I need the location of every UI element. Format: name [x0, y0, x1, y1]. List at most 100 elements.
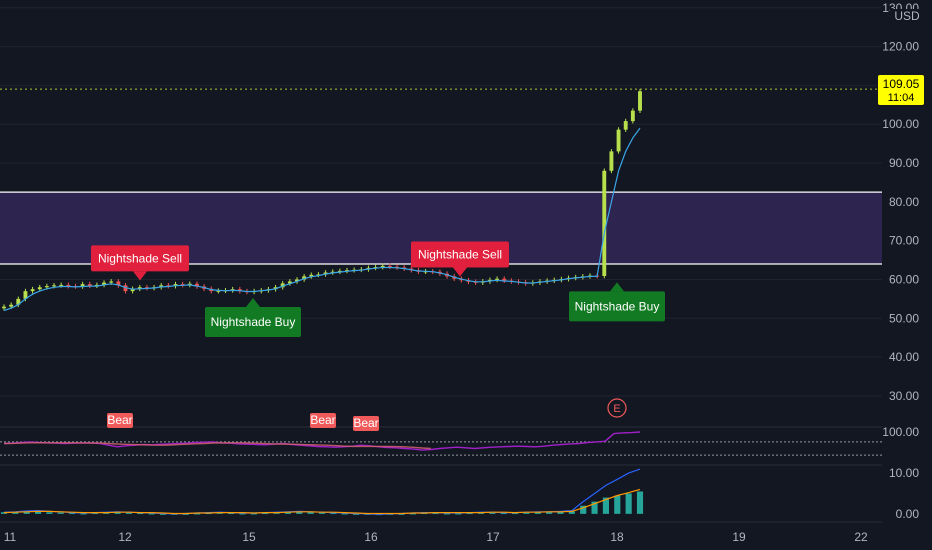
macd-signal-line [3, 488, 641, 515]
bear-marker[interactable]: Bear [107, 413, 133, 428]
earnings-circle-icon[interactable] [607, 398, 627, 418]
histogram-bar [250, 513, 257, 515]
candle-body [495, 278, 500, 280]
histogram-bar [0, 512, 8, 514]
candle-body [130, 288, 135, 292]
histogram-bar [500, 513, 507, 515]
earnings-label: E [613, 403, 620, 415]
candle-body [295, 279, 299, 282]
histogram-bar [57, 512, 64, 514]
histogram-bar [216, 512, 223, 514]
bear-marker[interactable]: Bear [353, 416, 379, 431]
histogram-bar [432, 513, 439, 515]
signal-label: Nightshade Sell [98, 251, 182, 265]
histogram-bar [353, 513, 360, 515]
histogram-bar [477, 512, 485, 514]
histogram-bar [80, 513, 87, 515]
candle-body [166, 285, 171, 287]
candle-body [230, 289, 235, 291]
time-axis-ticks: 11 12 15 16 17 18 19 22 [4, 530, 868, 544]
candle-body [9, 304, 14, 307]
time-tick-label: 18 [610, 530, 624, 544]
bear-marker[interactable]: Bear [310, 413, 336, 428]
last-price-badge: 109.05 11:04 [878, 75, 924, 105]
histogram-bar [91, 513, 98, 515]
histogram-bar [307, 512, 314, 514]
histogram-bar [614, 495, 621, 514]
signal-arrow-icon [246, 297, 260, 307]
rsi-axis-ticks: 100.00 [882, 425, 919, 439]
histogram-bar [557, 511, 564, 514]
histogram-bar [35, 511, 42, 514]
candle-body [116, 281, 121, 286]
candle-body [380, 265, 385, 268]
time-axis[interactable]: 11 12 15 16 17 18 19 22 [0, 521, 882, 544]
histogram-bar [125, 512, 132, 514]
time-tick-label: 17 [486, 530, 500, 544]
histogram-bar [625, 493, 632, 514]
signal-sell[interactable]: Nightshade Sell [411, 241, 509, 277]
signal-sell[interactable]: Nightshade Sell [91, 245, 189, 281]
candle-body [280, 283, 285, 288]
price-tick-label: 50.00 [889, 311, 919, 325]
candle-body [395, 266, 399, 268]
candle-body [345, 270, 349, 272]
histogram-bar [318, 512, 326, 514]
rsi-tick-label: 100.00 [882, 425, 919, 439]
histogram-bar [284, 512, 291, 514]
candle-body [630, 110, 635, 122]
time-tick-label: 22 [854, 530, 868, 544]
histogram-bar [489, 512, 496, 514]
histogram-bar [69, 513, 76, 515]
price-tick-label: 70.00 [889, 234, 919, 248]
bear-badge [353, 416, 379, 431]
signal-box [91, 245, 189, 272]
price-tick-label: 40.00 [889, 350, 919, 364]
price-tick-label: 120.00 [882, 40, 919, 54]
candle-body [195, 283, 199, 287]
candle-body [87, 284, 92, 286]
histogram-bar [103, 512, 110, 514]
histogram-bar [398, 513, 405, 515]
signal-buy[interactable]: Nightshade Buy [569, 282, 665, 322]
candle-body [309, 274, 314, 277]
macd-histogram [0, 491, 644, 516]
candle-body [102, 282, 106, 285]
time-tick-label: 15 [242, 530, 256, 544]
signal-box [569, 291, 665, 322]
candle-body [616, 129, 621, 152]
price-axis[interactable]: 130.00120.00110.00100.0090.0080.0070.006… [878, 0, 932, 550]
time-tick-label: 19 [732, 530, 746, 544]
candle-body [316, 274, 321, 276]
signal-label: Nightshade Sell [418, 248, 502, 262]
candle-body [323, 272, 328, 275]
candle-body [623, 121, 628, 130]
histogram-bar [546, 512, 553, 514]
histogram-bar [455, 513, 462, 515]
candle-body [94, 284, 99, 286]
histogram-bar [228, 513, 235, 515]
candle-body [66, 284, 71, 287]
candle-body [330, 271, 335, 273]
macd-pane[interactable] [0, 468, 644, 516]
rsi-pane[interactable]: Bear Bear Bear E [0, 398, 882, 456]
histogram-bar [148, 513, 155, 515]
histogram-bar [262, 513, 269, 515]
currency-badge [890, 9, 924, 23]
candle-body [16, 298, 21, 305]
earnings-marker[interactable]: E [607, 398, 627, 418]
price-pane[interactable]: Nightshade Sell Nightshade Buy Nightshade … [0, 7, 882, 397]
time-tick-label: 16 [364, 530, 378, 544]
candle-body [23, 291, 28, 299]
signal-arrow-icon [133, 271, 147, 281]
histogram-bar [137, 513, 144, 515]
histogram-bar [443, 513, 450, 515]
histogram-bar [523, 512, 530, 514]
signal-buy[interactable]: Nightshade Buy [205, 297, 301, 337]
histogram-bar [512, 513, 519, 515]
time-tick-label: 11 [4, 530, 17, 544]
macd-axis-ticks: 10.00 0.00 [889, 466, 919, 521]
price-tick-label: 90.00 [889, 156, 919, 170]
signal-label: Nightshade Buy [211, 315, 296, 329]
